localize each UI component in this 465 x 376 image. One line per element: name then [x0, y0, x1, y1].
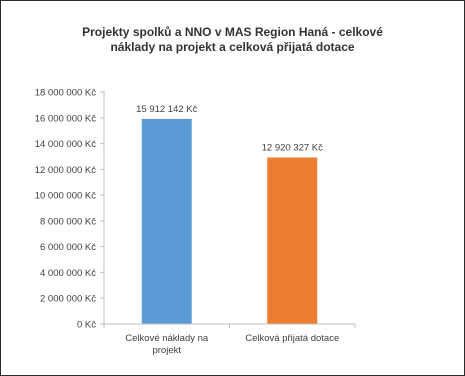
y-tick-label: 10 000 000 Kč — [35, 191, 97, 202]
y-tick-label: 16 000 000 Kč — [35, 113, 97, 124]
y-tick-label: 2 000 000 Kč — [40, 294, 96, 305]
y-tick-label: 12 000 000 Kč — [35, 165, 97, 176]
data-label: 15 912 142 Kč — [136, 104, 198, 115]
y-tick-label: 8 000 000 Kč — [40, 216, 96, 227]
bars — [141, 118, 318, 324]
bar-1 — [141, 118, 192, 324]
y-tick-label: 18 000 000 Kč — [35, 88, 97, 99]
data-labels: 15 912 142 Kč 12 920 327 Kč — [136, 104, 323, 154]
y-tick-label: 6 000 000 Kč — [40, 242, 96, 253]
y-tick-label: 14 000 000 Kč — [35, 139, 97, 150]
chart-title-line: Projekty spolků a NNO v MAS Region Haná … — [82, 25, 383, 39]
data-label: 12 920 327 Kč — [262, 142, 324, 153]
chart-title: Projekty spolků a NNO v MAS Region Haná … — [82, 25, 383, 54]
x-category-label: Celkové náklady na — [125, 333, 209, 344]
y-tick-label: 0 Kč — [77, 320, 96, 331]
bar-2 — [267, 157, 318, 324]
y-axis: 0 Kč 2 000 000 Kč 4 000 000 Kč 6 000 000 Kč… — [35, 88, 105, 331]
y-tick-label: 4 000 000 Kč — [40, 268, 96, 279]
x-category-label: Celková přijatá dotace — [245, 333, 339, 344]
chart-title-line: náklady na projekt a celková přijatá dot… — [110, 40, 354, 54]
x-category-label: projekt — [152, 345, 181, 356]
